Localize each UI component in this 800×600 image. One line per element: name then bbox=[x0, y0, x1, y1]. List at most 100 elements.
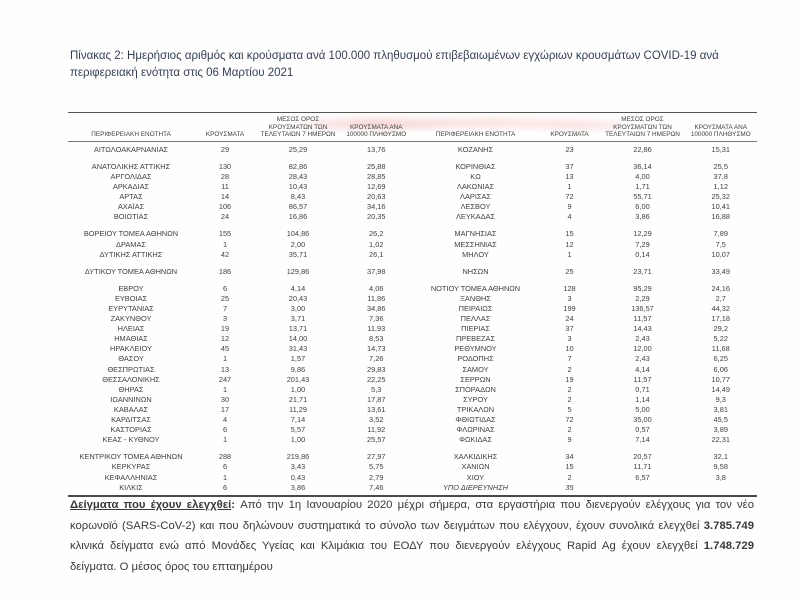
cell-region: ΗΛΕΙΑΣ bbox=[117, 324, 145, 334]
cell-avg7: 11,71 bbox=[633, 462, 652, 472]
table-row: ΚΟΖΑΝΗΣ 23 22,86 15,31 bbox=[413, 145, 758, 155]
cell-cases: 1 bbox=[222, 239, 228, 249]
cell-avg7: 136,57 bbox=[631, 304, 654, 313]
cell-cases: 3 bbox=[222, 314, 228, 324]
table-row: ΚΕΑΣ - ΚΥΘΝΟΥ 1 1,00 25,57 bbox=[68, 435, 413, 445]
cell-per100k: 37,8 bbox=[713, 171, 728, 181]
cell-region: ΠΡΕΒΕΖΑΣ bbox=[455, 334, 496, 344]
row-group: ΝΟΤΙΟΥ ΤΟΜΕΑ ΑΘΗΝΩΝ 128 95,29 24,16 ΞΑΝΘΗΣ 3 2… bbox=[413, 284, 758, 446]
cell-region: ΑΡΓΟΛΙΔΑΣ bbox=[110, 171, 152, 181]
cell-cases: 3 bbox=[567, 293, 572, 303]
cell-cases: 45 bbox=[220, 344, 230, 354]
table-row: ΣΥΡΟΥ 2 1,14 9,3 bbox=[413, 395, 758, 405]
cell-region: ΘΗΡΑΣ bbox=[118, 384, 144, 394]
cell-cases: 72 bbox=[565, 192, 574, 202]
header-region-right: ΠΕΡΙΦΕΡΕΙΑΚΗ ΕΝΟΤΗΤΑ bbox=[435, 131, 516, 139]
cell-region: ΡΟΔΟΠΗΣ bbox=[457, 354, 494, 364]
cell-per100k: 25,32 bbox=[711, 192, 731, 202]
table-row: ΜΗΛΟΥ 1 0,14 10,07 bbox=[413, 250, 758, 260]
cell-cases: 1 bbox=[222, 354, 228, 364]
row-group: ΝΗΣΩΝ 25 23,71 33,49 bbox=[413, 267, 758, 277]
cell-cases: 19 bbox=[220, 324, 230, 334]
cell-cases: 34 bbox=[565, 452, 574, 462]
table-row: ΤΡΙΚΑΛΩΝ 5 5,00 3,81 bbox=[413, 405, 758, 415]
row-group: ΜΑΓΝΗΣΙΑΣ 15 12,29 7,89 ΜΕΣΣΗΝΙΑΣ 12 7,29 7,5 ΜΗ… bbox=[413, 229, 758, 259]
cell-per100k: 8,53 bbox=[369, 334, 384, 344]
cell-avg7: 4,14 bbox=[290, 283, 306, 293]
cell-avg7: 0,14 bbox=[635, 249, 650, 259]
cell-cases: 10 bbox=[565, 344, 574, 354]
table-row: ΜΑΓΝΗΣΙΑΣ 15 12,29 7,89 bbox=[413, 229, 758, 239]
cell-region: ΚΕΑΣ - ΚΥΘΝΟΥ bbox=[102, 435, 160, 445]
cell-cases: 28 bbox=[220, 171, 230, 181]
cell-per100k: 11,68 bbox=[711, 344, 730, 354]
table-row: ΚΑΣΤΟΡΙΑΣ 6 5,57 11,92 bbox=[68, 425, 413, 435]
table-row: ΗΛΕΙΑΣ 19 13,71 11,93 bbox=[68, 324, 413, 334]
table-row: ΜΕΣΣΗΝΙΑΣ 12 7,29 7,5 bbox=[413, 240, 758, 250]
cell-avg7: 3,71 bbox=[290, 314, 306, 324]
table-header-left: ΠΕΡΙΦΕΡΕΙΑΚΗ ΕΝΟΤΗΤΑ ΚΡΟΥΣΜΑΤΑ ΜΕΣΟΣ ΟΡΟ… bbox=[68, 116, 413, 139]
table-row: ΥΠΟ ΔΙΕΡΕΥΝΗΣΗ 35 bbox=[413, 483, 758, 493]
cell-avg7: 16,86 bbox=[288, 212, 308, 222]
table-row: ΚΑΒΑΛΑΣ 17 11,29 13,61 bbox=[68, 405, 413, 415]
header-per100k-right: ΚΡΟΥΣΜΑΤΑ ΑΝΑ 100000 ΠΛΗΘΥΣΜΟ bbox=[690, 123, 751, 139]
cell-avg7: 12,29 bbox=[633, 229, 652, 239]
table-row: ΗΡΑΚΛΕΙΟΥ 45 31,43 14,73 bbox=[68, 344, 413, 354]
cell-cases: 13 bbox=[565, 171, 574, 181]
cell-per100k: 5,3 bbox=[371, 384, 382, 394]
cell-cases: 14 bbox=[220, 192, 230, 202]
cell-cases: 2 bbox=[567, 394, 572, 404]
cell-cases: 37 bbox=[565, 324, 574, 334]
cell-per100k: 22,31 bbox=[711, 435, 731, 445]
cell-per100k: 3,8 bbox=[715, 472, 726, 482]
cell-avg7: 0,57 bbox=[635, 425, 650, 435]
cell-cases: 4 bbox=[222, 415, 228, 425]
cell-per100k: 10,41 bbox=[711, 202, 731, 212]
cell-per100k: 29,83 bbox=[367, 364, 386, 374]
cell-avg7: 23,71 bbox=[633, 266, 652, 276]
table-row: ΘΗΡΑΣ 1 1,00 5,3 bbox=[68, 385, 413, 395]
cell-avg7: 1,57 bbox=[290, 354, 306, 364]
cell-avg7: 31,43 bbox=[288, 344, 308, 354]
table-row: ΕΒΡΟΥ 6 4,14 4,06 bbox=[68, 284, 413, 294]
table-row: ΚΕΡΚΥΡΑΣ 6 3,43 5,75 bbox=[68, 462, 413, 472]
table-row: ΔΥΤΙΚΟΥ ΤΟΜΕΑ ΑΘΗΝΩΝ 186 129,86 37,98 bbox=[68, 267, 413, 277]
cell-cases: 2 bbox=[567, 384, 572, 394]
cell-cases: 7 bbox=[222, 304, 228, 313]
cell-per100k: 20,35 bbox=[367, 212, 386, 222]
table-row: ΧΑΝΙΩΝ 15 11,71 9,58 bbox=[413, 462, 758, 472]
table-row: ΞΑΝΘΗΣ 3 2,29 2,7 bbox=[413, 294, 758, 304]
cell-cases: 6 bbox=[222, 283, 228, 293]
cell-avg7: 6,57 bbox=[635, 472, 650, 482]
table-row: ΒΟΡΕΙΟΥ ΤΟΜΕΑ ΑΘΗΝΩΝ 155 104,86 26,2 bbox=[68, 229, 413, 239]
cell-avg7: 9,86 bbox=[290, 364, 306, 374]
cell-region: ΜΗΛΟΥ bbox=[462, 249, 489, 259]
cell-cases: 6 bbox=[222, 462, 228, 472]
cell-region: ΕΥΡΥΤΑΝΙΑΣ bbox=[108, 304, 154, 313]
table-header-right: ΠΕΡΙΦΕΡΕΙΑΚΗ ΕΝΟΤΗΤΑ ΚΡΟΥΣΜΑΤΑ ΜΕΣΟΣ ΟΡΟ… bbox=[413, 116, 758, 139]
header-avg7-left: ΜΕΣΟΣ ΟΡΟΣ ΚΡΟΥΣΜΑΤΩΝ ΤΩΝ ΤΕΛΕΥΤΑΙΩΝ 7 Η… bbox=[260, 116, 336, 139]
cell-avg7: 95,29 bbox=[633, 283, 652, 293]
cell-avg7: 11,57 bbox=[633, 314, 652, 324]
cell-per100k: 5,75 bbox=[369, 462, 384, 472]
table-row: ΗΜΑΘΙΑΣ 12 14,00 8,53 bbox=[68, 334, 413, 344]
table-row: ΔΥΤΙΚΗΣ ΑΤΤΙΚΗΣ 42 35,71 26,1 bbox=[68, 250, 413, 260]
header-cases-left: ΚΡΟΥΣΜΑΤΑ bbox=[205, 131, 245, 139]
cell-region: ΣΠΟΡΑΔΩΝ bbox=[455, 384, 496, 394]
cell-region: ΔΥΤΙΚΗΣ ΑΤΤΙΚΗΣ bbox=[99, 249, 163, 259]
table-row: ΑΝΑΤΟΛΙΚΗΣ ΑΤΤΙΚΗΣ 130 82,86 25,88 bbox=[68, 162, 413, 172]
cell-avg7: 3,86 bbox=[635, 212, 650, 222]
cell-avg7: 3,00 bbox=[290, 304, 306, 313]
table-row: ΡΟΔΟΠΗΣ 7 2,43 6,25 bbox=[413, 354, 758, 364]
cell-avg7: 21,71 bbox=[288, 394, 308, 404]
cell-cases: 199 bbox=[563, 304, 576, 313]
table-row: ΦΘΙΩΤΙΔΑΣ 72 35,00 45,5 bbox=[413, 415, 758, 425]
cell-cases: 9 bbox=[567, 202, 572, 212]
cell-per100k: 16,88 bbox=[711, 212, 731, 222]
cell-cases: 23 bbox=[565, 144, 574, 154]
table-row: ΛΑΚΩΝΙΑΣ 1 1,71 1,12 bbox=[413, 182, 758, 192]
cell-avg7: 2,43 bbox=[635, 354, 650, 364]
cell-per100k: 28,85 bbox=[367, 171, 386, 181]
cell-region: ΞΑΝΘΗΣ bbox=[460, 293, 491, 303]
cell-region: ΔΥΤΙΚΟΥ ΤΟΜΕΑ ΑΘΗΝΩΝ bbox=[84, 266, 178, 276]
